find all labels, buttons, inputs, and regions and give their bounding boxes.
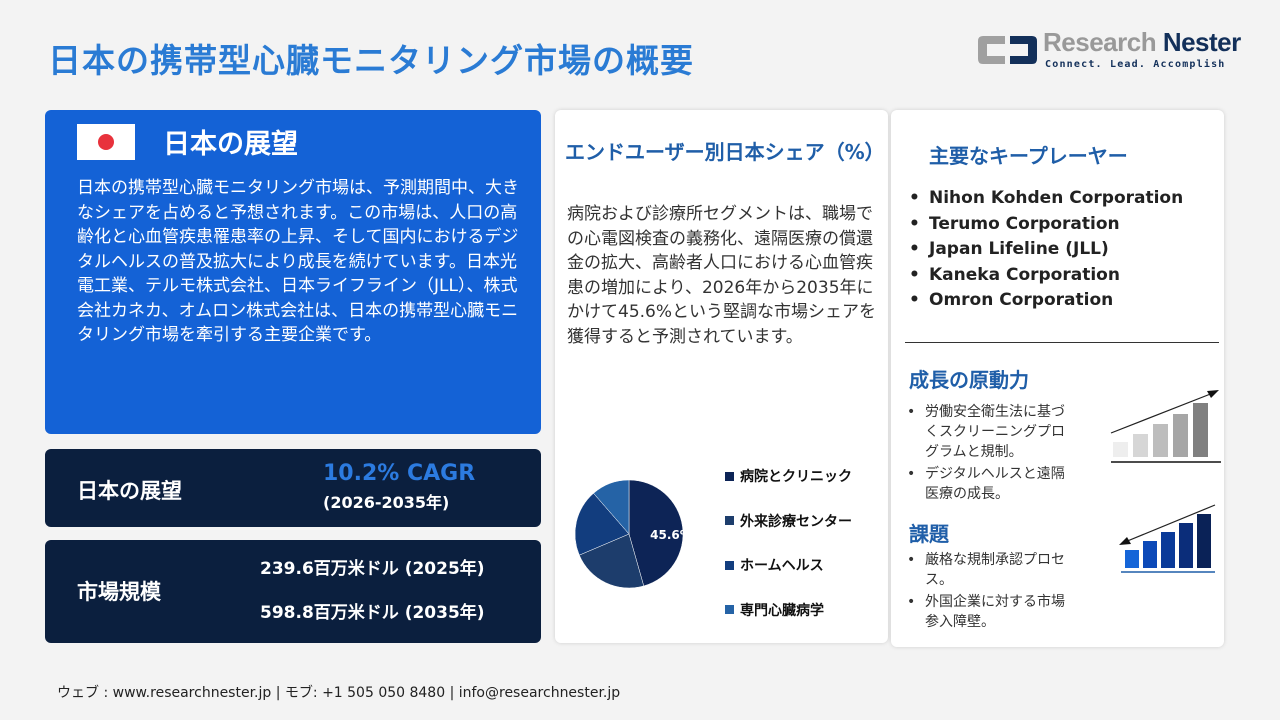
market-size-2035: 598.8百万米ドル (2035年)	[260, 603, 485, 623]
japan-flag-icon	[77, 124, 135, 160]
players-item: Nihon Kohden Corporation	[909, 186, 1183, 212]
legend-swatch	[725, 605, 734, 614]
logo-name-b: Nester	[1162, 27, 1241, 57]
logo-name-a: Research	[1043, 27, 1157, 57]
cagr-value: 10.2% CAGR	[323, 461, 476, 486]
challenges-list: 厳格な規制承認プロセス。外国企業に対する市場参入障壁。	[905, 550, 1075, 634]
share-card: エンドユーザー別日本シェア（%） 病院および診療所セグメントは、職場での心電図検…	[555, 110, 888, 643]
logo-tagline: Connect. Lead. Accomplish	[1045, 59, 1226, 70]
outlook-text: 日本の携帯型心臓モニタリング市場は、予測期間中、大きなシェアを占めると予想されま…	[77, 178, 519, 345]
market-size-panel: 市場規模 239.6百万米ドル (2025年) 598.8百万米ドル (2035…	[45, 540, 541, 643]
pie-slice	[593, 479, 630, 535]
cagr-period: (2026-2035年)	[323, 493, 450, 512]
market-size-2025: 239.6百万米ドル (2025年)	[260, 559, 485, 579]
share-heading: エンドユーザー別日本シェア（%）	[565, 140, 885, 164]
players-item: Japan Lifeline (JLL)	[909, 237, 1183, 263]
legend-item: 外来診療センター	[725, 511, 852, 531]
share-text: 病院および診療所セグメントは、職場での心電図検査の義務化、遠隔医療の償還金の拡大…	[567, 204, 877, 347]
cagr-panel: 日本の展望 10.2% CAGR (2026-2035年)	[45, 449, 541, 527]
legend-label: 専門心臓病学	[740, 602, 824, 619]
legend-label: 病院とクリニック	[740, 469, 852, 485]
legend-item: 専門心臓病学	[725, 600, 824, 620]
legend-swatch	[725, 516, 734, 525]
drivers-item: デジタルヘルスと遠隔医療の成長。	[905, 464, 1075, 504]
drivers-heading: 成長の原動力	[909, 368, 1029, 392]
players-item: Terumo Corporation	[909, 212, 1183, 238]
divider	[905, 342, 1219, 343]
outlook-heading: 日本の展望	[163, 129, 298, 160]
challenges-heading: 課題	[909, 522, 949, 546]
drivers-item: 労働安全衛生法に基づくスクリーニングプログラムと規制。	[905, 402, 1075, 462]
players-heading: 主要なキープレーヤー	[929, 144, 1128, 168]
logo-icon	[978, 36, 1037, 64]
cagr-label: 日本の展望	[77, 479, 182, 503]
drivers-list: 労働安全衛生法に基づくスクリーニングプログラムと規制。デジタルヘルスと遠隔医療の…	[905, 402, 1075, 506]
legend-swatch	[725, 560, 734, 570]
pie-slice	[578, 533, 645, 589]
pie-chart: 45.6%	[574, 479, 689, 589]
players-item: Omron Corporation	[909, 288, 1183, 314]
legend-item: ホームヘルス	[725, 555, 824, 575]
legend-label: 外来診療センター	[740, 513, 852, 530]
legend-label: ホームヘルス	[740, 558, 824, 574]
right-card: 主要なキープレーヤー Nihon Kohden CorporationTerum…	[891, 110, 1224, 647]
outlook-panel: 日本の展望 日本の携帯型心臓モニタリング市場は、予測期間中、大きなシェアを占める…	[45, 110, 541, 434]
logo: Research Nester Connect. Lead. Accomplis…	[975, 28, 1245, 73]
challenge-chart-icon	[1119, 504, 1216, 573]
market-size-label: 市場規模	[77, 580, 161, 604]
legend-swatch	[725, 471, 734, 481]
footer-contact: ウェブ : www.researchnester.jp | モブ: +1 505…	[57, 685, 621, 701]
growth-chart-icon	[1110, 390, 1221, 463]
pie-slice	[574, 492, 630, 556]
challenges-item: 厳格な規制承認プロセス。	[905, 550, 1075, 590]
players-list: Nihon Kohden CorporationTerumo Corporati…	[909, 186, 1183, 314]
challenges-item: 外国企業に対する市場参入障壁。	[905, 592, 1075, 632]
players-item: Kaneka Corporation	[909, 263, 1183, 289]
legend-item: 病院とクリニック	[725, 466, 852, 486]
pie-slice	[628, 479, 684, 587]
pie-data-label: 45.6%	[650, 528, 689, 542]
page-title: 日本の携帯型心臓モニタリング市場の概要	[48, 41, 694, 80]
